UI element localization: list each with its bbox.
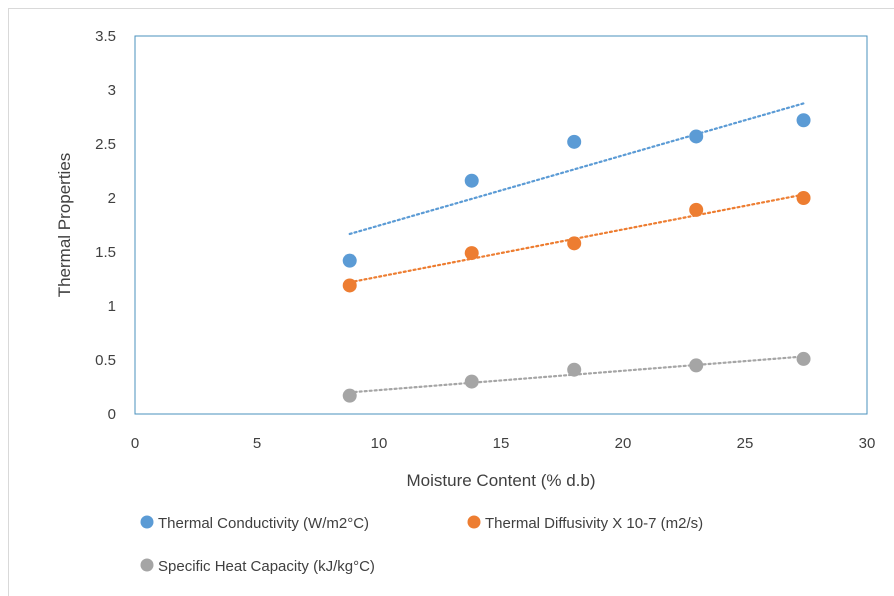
x-tick-label: 10 (371, 435, 388, 452)
trendline-series-1 (348, 102, 805, 236)
y-tick-label: 3 (108, 82, 116, 99)
data-point-series-1 (464, 173, 479, 188)
y-tick-label: 0.5 (95, 352, 116, 369)
legend-label-series-3: Specific Heat Capacity (kJ/kg°C) (158, 558, 375, 575)
data-points (342, 113, 811, 403)
data-point-series-1 (689, 129, 704, 144)
data-point-series-3 (464, 374, 479, 389)
x-tick-label: 0 (131, 435, 139, 452)
data-point-series-1 (567, 134, 582, 149)
x-tick-label: 5 (253, 435, 261, 452)
data-point-series-2 (567, 236, 582, 251)
x-tick-label: 20 (615, 435, 632, 452)
y-tick-label: 0 (108, 406, 116, 423)
y-tick-label: 2.5 (95, 136, 116, 153)
x-tick-label: 15 (493, 435, 510, 452)
data-point-series-2 (464, 246, 479, 261)
legend-label-series-2: Thermal Diffusivity X 10-7 (m2/s) (485, 515, 703, 532)
data-point-series-1 (342, 253, 357, 268)
legend: Thermal Conductivity (W/m2°C) Thermal Dif… (140, 515, 703, 575)
y-tick-label: 1 (108, 298, 116, 315)
y-tick-label: 3.5 (95, 28, 116, 45)
data-point-series-2 (342, 278, 357, 293)
x-axis-title: Moisture Content (% d.b) (407, 471, 596, 490)
x-tick-labels: 0 5 10 15 20 25 30 (131, 435, 876, 452)
legend-marker-series-3 (140, 558, 154, 572)
plot-area (134, 35, 868, 415)
data-point-series-3 (567, 362, 582, 377)
y-tick-label: 1.5 (95, 244, 116, 261)
data-point-series-3 (796, 351, 811, 366)
legend-label-series-1: Thermal Conductivity (W/m2°C) (158, 515, 369, 532)
data-point-series-1 (796, 113, 811, 128)
data-point-series-2 (796, 191, 811, 205)
legend-marker-series-1 (140, 515, 154, 529)
data-point-series-3 (342, 388, 357, 403)
chart-area (8, 8, 894, 596)
x-tick-label: 30 (859, 435, 876, 452)
data-point-series-3 (689, 358, 704, 373)
data-point-series-2 (689, 202, 704, 217)
legend-marker-series-2 (467, 515, 481, 529)
y-axis-title: Thermal Properties (55, 153, 74, 298)
x-tick-label: 25 (737, 435, 754, 452)
y-tick-labels: 0 0.5 1 1.5 2 2.5 3 3.5 (95, 28, 116, 423)
y-tick-label: 2 (108, 190, 116, 207)
